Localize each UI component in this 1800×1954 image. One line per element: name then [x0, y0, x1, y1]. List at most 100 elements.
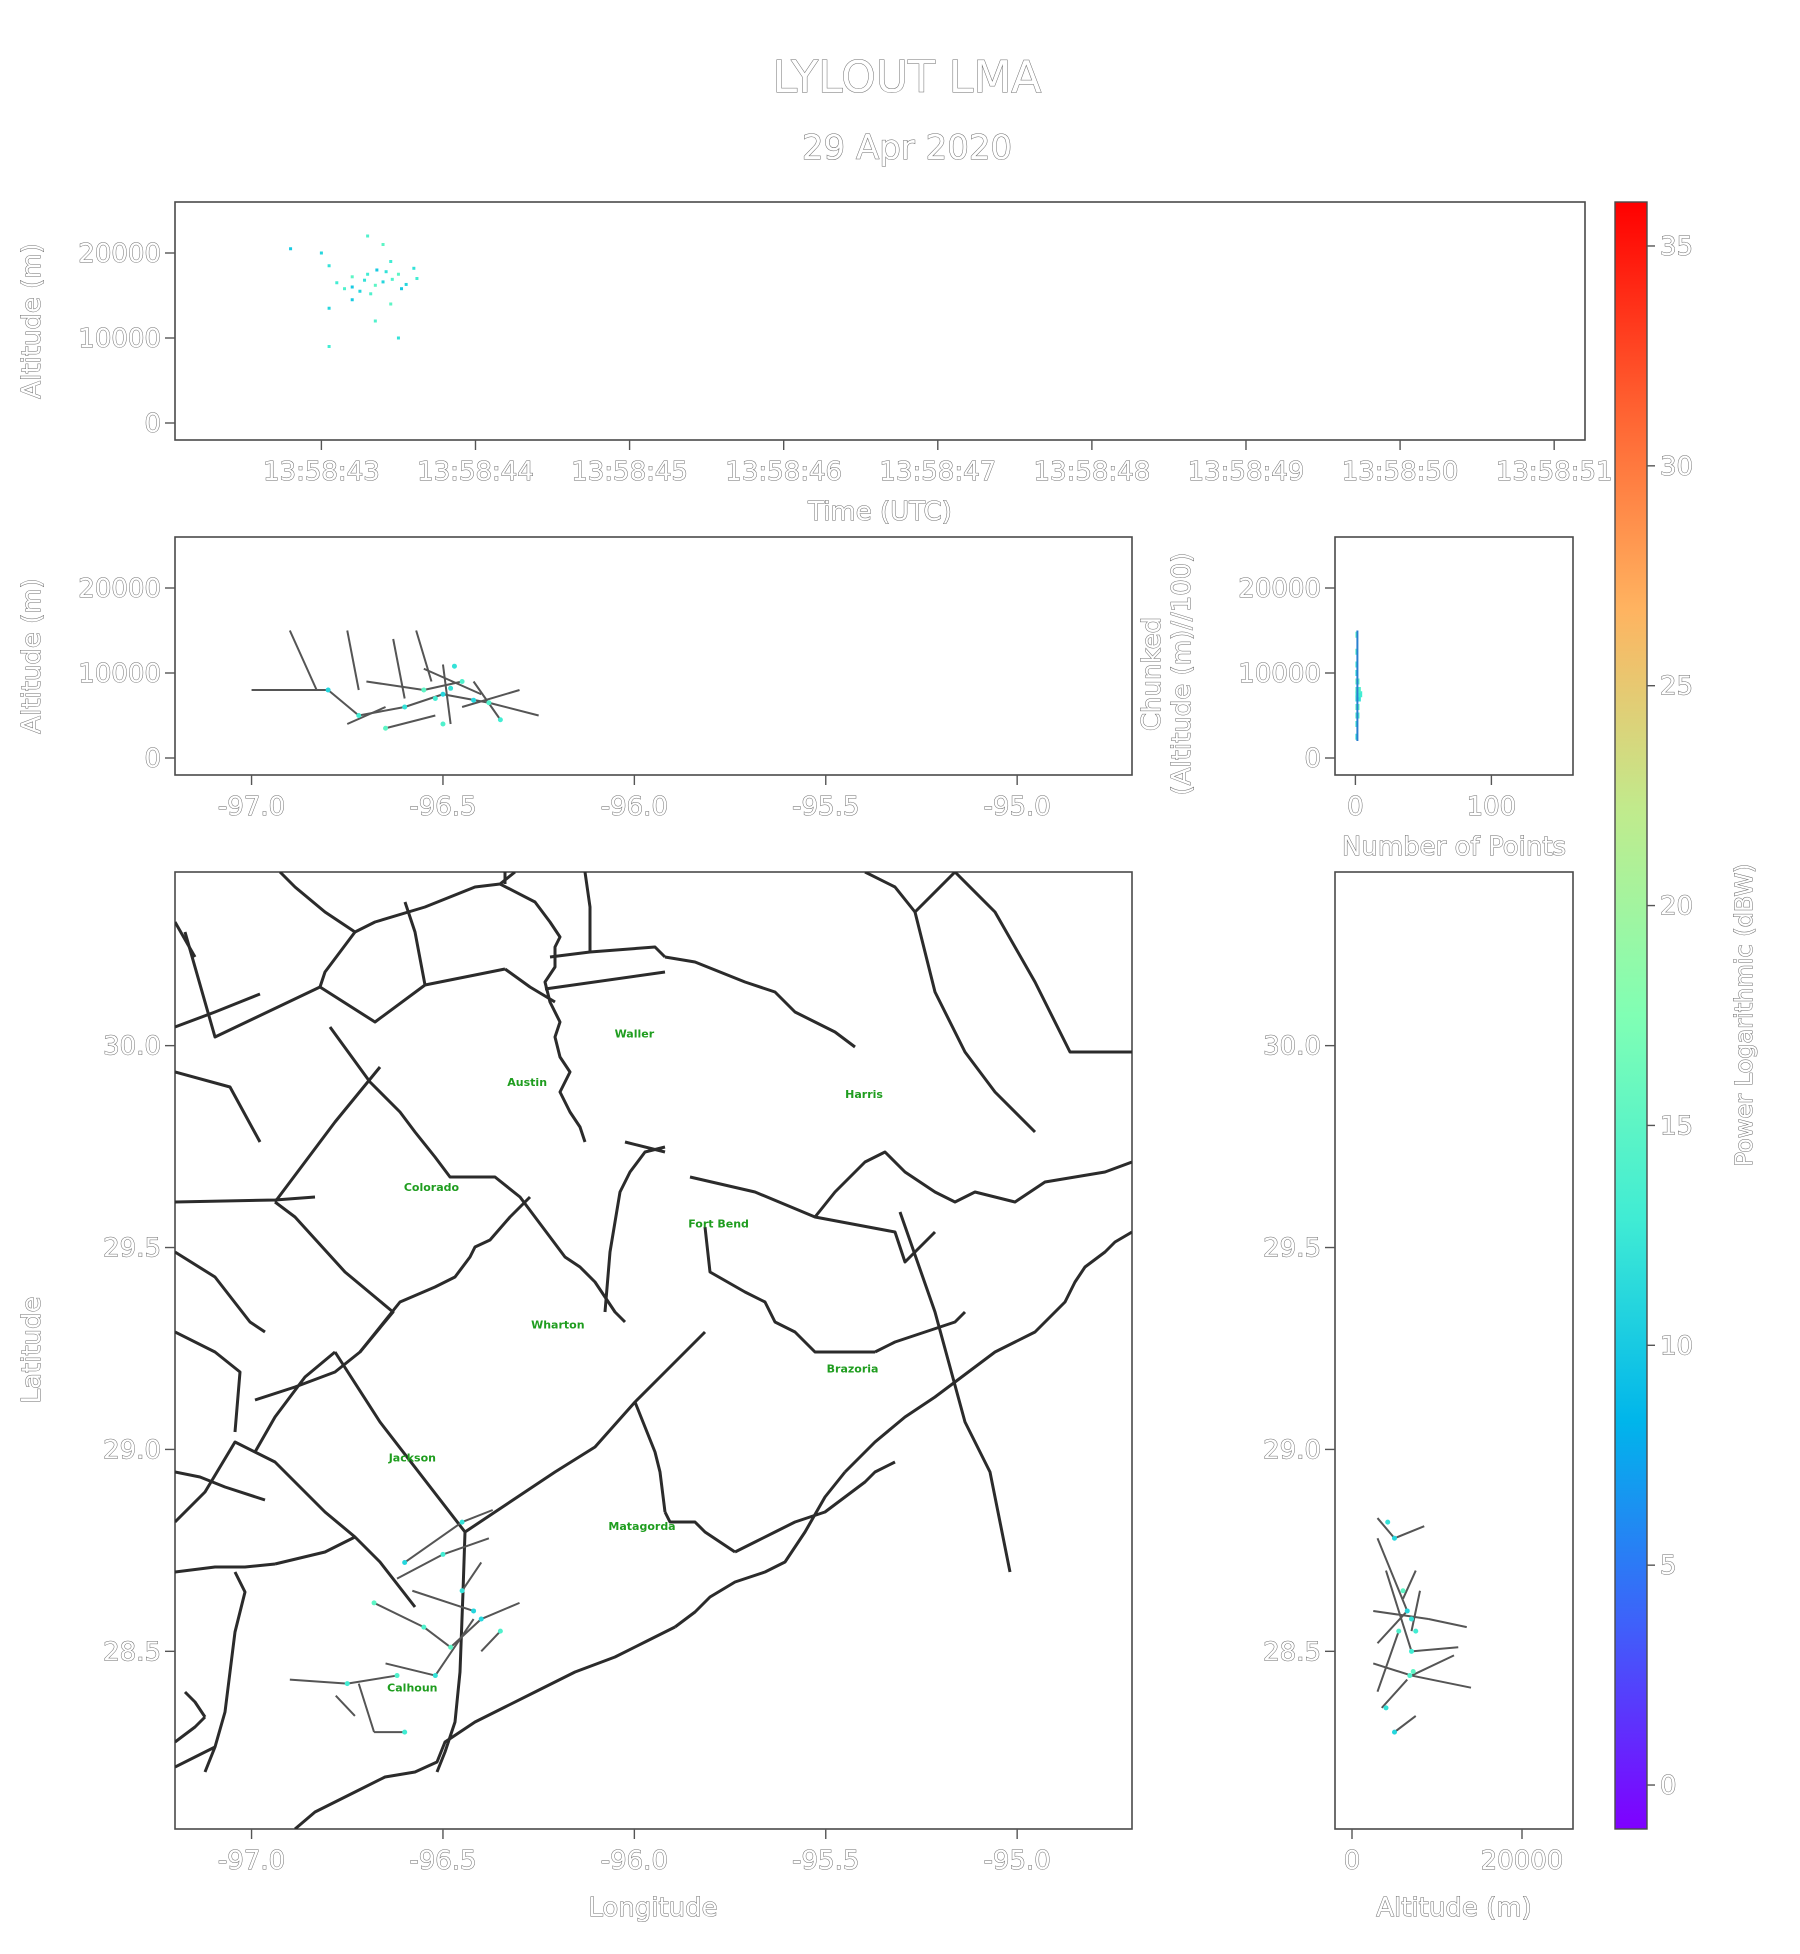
flash-point [1385, 1519, 1391, 1525]
flash-segment [1376, 1630, 1400, 1693]
flash-point [402, 1729, 408, 1735]
flash-point [1413, 1628, 1419, 1634]
time-altitude-point [415, 277, 419, 280]
colorbar-ticks: 0 5 10 15 20 25 30 35 [1647, 231, 1694, 1802]
flash-segment [461, 689, 520, 708]
longitude-altitude-ylabel: Altitude (m) [17, 578, 47, 733]
county-label: Waller [615, 1028, 655, 1041]
longitude-tick-label: -96.5 [409, 1846, 476, 1876]
flash-segment [441, 664, 452, 725]
flash-point [459, 679, 465, 684]
time-altitude-point [289, 247, 293, 251]
altitude-tick-label: 10000 [1238, 659, 1321, 689]
altitude-tick-label: 20000 [1481, 1846, 1564, 1876]
time-altitude-point [366, 272, 370, 276]
altitude-tick-label: 0 [144, 744, 161, 774]
flash-segment [1381, 1678, 1408, 1709]
time-altitude-point [396, 272, 400, 276]
county-boundary [175, 992, 261, 1029]
altitude-latitude-panel: 0 20000 30.0 29.5 29.0 28.5 Altitude (m) [1263, 871, 1574, 1924]
histogram-bar [1355, 691, 1363, 698]
flash-segment [461, 1561, 483, 1592]
flash-segment [385, 714, 436, 730]
time-altitude-point [350, 298, 354, 302]
altitude-tick-label: 20000 [78, 239, 161, 269]
count-tick-label: 0 [1347, 792, 1364, 822]
flash-segment [1393, 1715, 1417, 1733]
flash-segment [488, 701, 539, 717]
longitude-tick-label: -95.0 [984, 1846, 1051, 1876]
flash-segment [358, 706, 405, 717]
flash-point [440, 721, 446, 727]
county-label: Jackson [388, 1452, 436, 1465]
flash-segment [289, 1678, 348, 1685]
county-boundary [253, 1350, 336, 1453]
flash-point [459, 1588, 465, 1594]
altitude-latitude-flashes [1372, 1517, 1472, 1735]
altitude-histogram-ticks: 0 100 0 10000 20000 [1238, 574, 1517, 823]
flash-segment [385, 1662, 436, 1677]
time-altitude-points [289, 234, 419, 348]
county-boundary [898, 1211, 1012, 1573]
longitude-tick-label: -95.5 [792, 792, 859, 822]
county-boundary [813, 1150, 1132, 1218]
flash-segment [1402, 1570, 1417, 1600]
altitude-tick-label: 0 [1304, 744, 1321, 774]
time-altitude-point [375, 268, 379, 272]
colorbar-tick-label: 35 [1660, 232, 1693, 262]
flash-point [402, 1559, 408, 1565]
flash-segment [412, 1589, 474, 1612]
flash-segment [335, 1695, 356, 1717]
altitude-tick-label: 0 [1344, 1846, 1361, 1876]
altitude-tick-label: 10000 [78, 324, 161, 354]
flash-segment [1372, 1662, 1412, 1677]
longitude-tick-label: -95.5 [792, 1846, 859, 1876]
county-label: Austin [507, 1076, 547, 1089]
flash-point [344, 1681, 350, 1687]
plan-view-ticks: -97.0 -96.5 -96.0 -95.5 -95.0 30.0 29.5 29.0 28.… [103, 1031, 1052, 1876]
latitude-tick-label: 30.0 [103, 1032, 161, 1062]
flash-segment [373, 1601, 425, 1629]
longitude-tick-label: -96.0 [601, 1846, 668, 1876]
plan-view-clip [175, 872, 1132, 1829]
colorbar-tick-label: 15 [1660, 1111, 1693, 1141]
plan-view-frame [174, 871, 1133, 1830]
altitude-axis-label: Altitude (m) [1376, 1893, 1531, 1923]
time-tick-label: 13:58:44 [417, 457, 534, 487]
latitude-tick-label: 29.5 [103, 1234, 161, 1264]
time-altitude-point [400, 287, 404, 291]
flash-point [432, 1673, 438, 1679]
altitude-histogram-panel: 0 100 0 10000 20000 Number of Points Chunked… [1137, 536, 1574, 863]
histogram-xlabel: Number of Points [1342, 832, 1566, 862]
longitude-axis-label: Longitude [588, 1893, 717, 1923]
county-label: Matagorda [608, 1520, 675, 1533]
time-altitude-point [363, 278, 367, 282]
flash-point [432, 696, 438, 701]
flash-segment [327, 689, 360, 717]
flash-segment [423, 1626, 452, 1649]
colorbar-tick-label: 30 [1660, 452, 1693, 482]
time-tick-label: 13:58:48 [1033, 457, 1150, 487]
time-tick-label: 13:58:51 [1496, 457, 1613, 487]
county-boundary [274, 1535, 356, 1566]
flash-segment [423, 667, 482, 696]
colorbar: 0 5 10 15 20 25 30 35 Power Logarithmic (dBW) [1614, 201, 1759, 1830]
colorbar-tick-label: 25 [1660, 672, 1693, 702]
coastline [294, 1625, 676, 1829]
county-boundary [913, 911, 1037, 1134]
flash-segment [1376, 1537, 1409, 1612]
flash-segment [1394, 1525, 1425, 1540]
time-altitude-point [384, 270, 388, 274]
county-boundary [663, 1511, 736, 1554]
flash-segment [404, 1521, 463, 1564]
county-boundary [664, 955, 856, 1049]
longitude-tick-label: -96.0 [601, 792, 668, 822]
flash-segment [1411, 1674, 1472, 1689]
flash-point [371, 1600, 377, 1606]
latitude-tick-label: 30.0 [1263, 1032, 1321, 1062]
altitude-tick-label: 20000 [1238, 574, 1321, 604]
latitude-tick-label: 28.5 [1263, 1637, 1321, 1667]
time-altitude-point [335, 281, 339, 285]
colorbar-tick-label: 10 [1660, 1331, 1693, 1361]
